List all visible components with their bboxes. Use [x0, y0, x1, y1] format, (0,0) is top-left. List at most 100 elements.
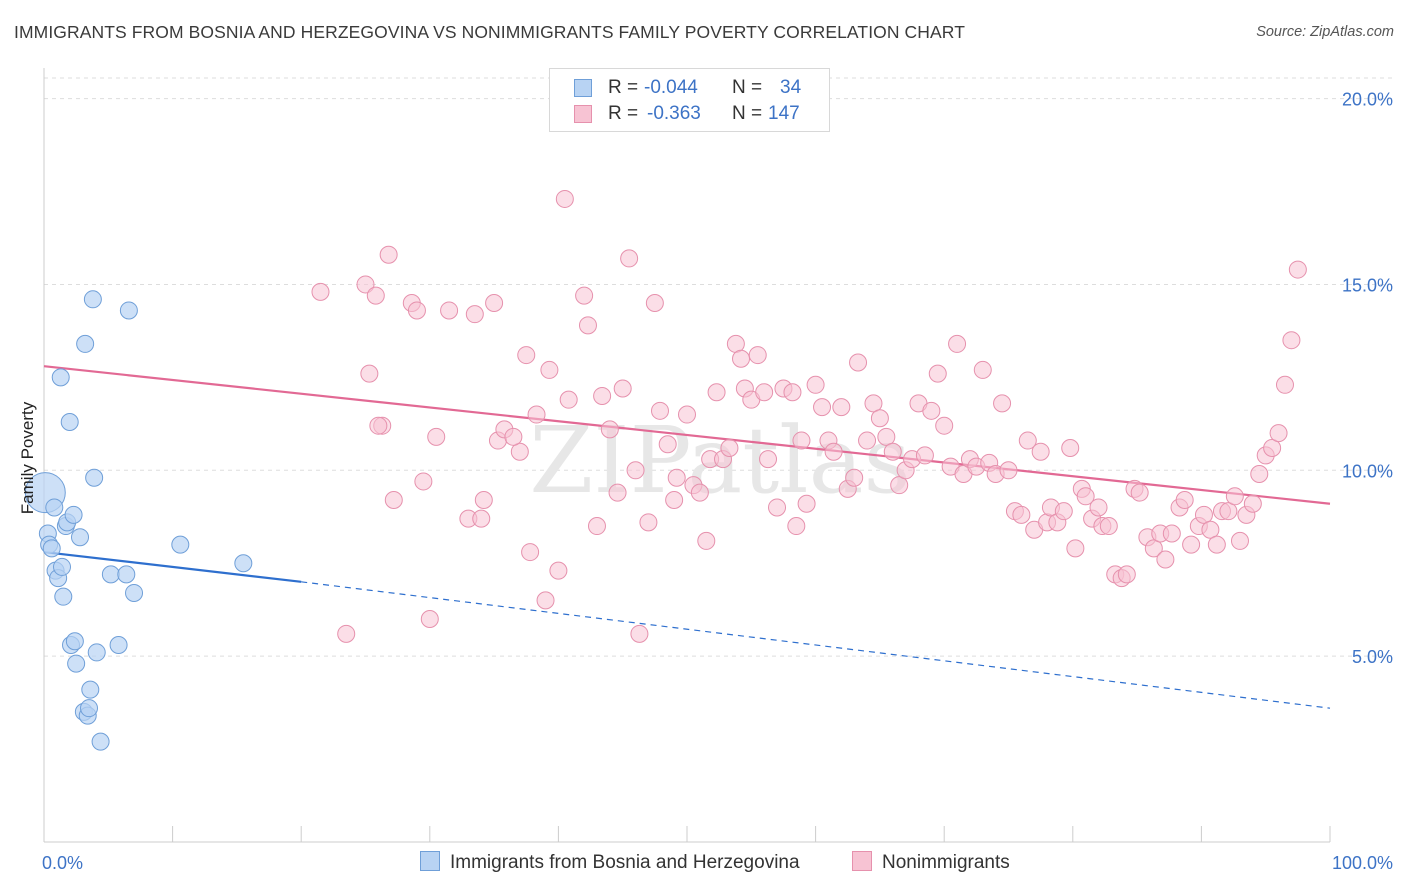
data-point-bosnia — [54, 587, 73, 606]
trend-line-bosnia — [43, 550, 302, 583]
bottom-legend-bosnia: Immigrants from Bosnia and Herzegovina — [420, 851, 800, 877]
bottom-swatch-blue — [420, 851, 440, 871]
y-tick-label: 10.0% — [1342, 461, 1393, 481]
data-point-nonimmigrants — [787, 517, 806, 536]
legend-swatch-blue — [574, 79, 592, 97]
legend-n-label: N = — [732, 77, 763, 98]
data-point-nonimmigrants — [1269, 424, 1288, 443]
data-point-nonimmigrants — [915, 446, 934, 465]
legend-r-value: -0.044 — [644, 77, 698, 98]
source-label: Source: ZipAtlas.com — [1256, 24, 1394, 40]
data-point-nonimmigrants — [755, 383, 774, 402]
data-point-nonimmigrants — [1263, 438, 1282, 457]
data-point-bosnia — [109, 635, 128, 654]
data-point-nonimmigrants — [845, 468, 864, 487]
data-point-nonimmigrants — [658, 435, 677, 454]
data-point-nonimmigrants — [935, 416, 954, 435]
data-point-bosnia — [117, 565, 136, 584]
data-point-nonimmigrants — [407, 301, 426, 320]
data-point-bosnia — [51, 368, 70, 387]
data-point-bosnia — [81, 680, 100, 699]
data-point-nonimmigrants — [384, 491, 403, 510]
legend-n-value: 34 — [780, 77, 802, 98]
legend-n-value: 147 — [768, 103, 800, 124]
correlation-legend: R = -0.044 N = 34 R = -0.363 N = 147 — [549, 68, 830, 132]
data-point-bosnia — [83, 290, 102, 309]
data-point-nonimmigrants — [792, 431, 811, 450]
data-point-nonimmigrants — [667, 468, 686, 487]
data-point-bosnia — [67, 654, 86, 673]
data-point-nonimmigrants — [366, 286, 385, 305]
data-point-nonimmigrants — [665, 491, 684, 510]
data-point-nonimmigrants — [369, 416, 388, 435]
data-point-nonimmigrants — [414, 472, 433, 491]
data-point-nonimmigrants — [485, 294, 504, 313]
data-point-nonimmigrants — [440, 301, 459, 320]
data-point-nonimmigrants — [1230, 531, 1249, 550]
data-point-bosnia — [71, 528, 90, 547]
data-point-nonimmigrants — [922, 401, 941, 420]
chart-title: IMMIGRANTS FROM BOSNIA AND HERZEGOVINA V… — [14, 22, 966, 42]
data-point-bosnia — [87, 643, 106, 662]
bottom-legend-label: Immigrants from Bosnia and Herzegovina — [450, 852, 800, 873]
data-point-nonimmigrants — [593, 386, 612, 405]
data-point-nonimmigrants — [973, 360, 992, 379]
data-point-nonimmigrants — [1201, 520, 1220, 539]
trend-line-nonimmigrants — [43, 365, 1331, 505]
data-point-nonimmigrants — [600, 420, 619, 439]
data-point-nonimmigrants — [890, 476, 909, 495]
data-point-nonimmigrants — [797, 494, 816, 513]
data-point-nonimmigrants — [732, 349, 751, 368]
data-point-nonimmigrants — [1250, 465, 1269, 484]
data-point-nonimmigrants — [645, 294, 664, 313]
data-point-nonimmigrants — [510, 442, 529, 461]
data-point-bosnia — [101, 565, 120, 584]
data-point-nonimmigrants — [1225, 487, 1244, 506]
data-point-bosnia — [60, 412, 79, 431]
data-point-nonimmigrants — [748, 346, 767, 365]
data-point-bosnia — [65, 632, 84, 651]
trend-lines — [43, 365, 1331, 709]
data-point-nonimmigrants — [813, 398, 832, 417]
data-point-nonimmigrants — [678, 405, 696, 424]
tick-labels: 5.0% 10.0% 15.0% 20.0% 0.0% 100.0% — [42, 90, 1393, 873]
data-point-nonimmigrants — [1031, 442, 1050, 461]
data-point-nonimmigrants — [608, 483, 627, 502]
data-point-nonimmigrants — [768, 498, 787, 517]
data-point-nonimmigrants — [1207, 535, 1226, 554]
data-point-nonimmigrants — [356, 275, 375, 294]
y-tick-label: 15.0% — [1342, 275, 1393, 295]
data-point-nonimmigrants — [1156, 550, 1175, 569]
data-point-bosnia — [45, 498, 64, 517]
data-point-nonimmigrants — [1012, 505, 1031, 524]
nonimmigrants-points — [311, 189, 1307, 643]
data-point-nonimmigrants — [1018, 431, 1037, 450]
legend-r-label: R = — [608, 77, 639, 98]
y-tick-label: 5.0% — [1352, 647, 1393, 667]
data-point-nonimmigrants — [474, 491, 493, 510]
data-point-nonimmigrants — [1175, 491, 1194, 510]
y-axis-title: Family Poverty — [18, 401, 37, 515]
data-point-nonimmigrants — [1061, 438, 1080, 457]
data-point-nonimmigrants — [707, 383, 726, 402]
data-point-nonimmigrants — [630, 624, 649, 643]
data-point-nonimmigrants — [578, 316, 597, 335]
data-point-nonimmigrants — [783, 383, 802, 402]
data-point-nonimmigrants — [650, 401, 669, 420]
data-point-bosnia — [80, 699, 99, 718]
data-point-nonimmigrants — [824, 442, 843, 461]
data-point-nonimmigrants — [877, 427, 896, 446]
data-point-nonimmigrants — [517, 346, 536, 365]
data-point-nonimmigrants — [690, 483, 709, 502]
data-point-nonimmigrants — [626, 461, 645, 480]
axes — [43, 68, 1331, 843]
data-point-nonimmigrants — [1089, 498, 1108, 517]
data-point-nonimmigrants — [337, 624, 356, 643]
bottom-swatch-pink — [852, 851, 872, 871]
data-point-bosnia — [91, 732, 110, 751]
data-point-nonimmigrants — [379, 245, 398, 264]
data-point-nonimmigrants — [999, 461, 1018, 480]
data-point-nonimmigrants — [465, 305, 484, 324]
data-point-nonimmigrants — [864, 394, 883, 413]
